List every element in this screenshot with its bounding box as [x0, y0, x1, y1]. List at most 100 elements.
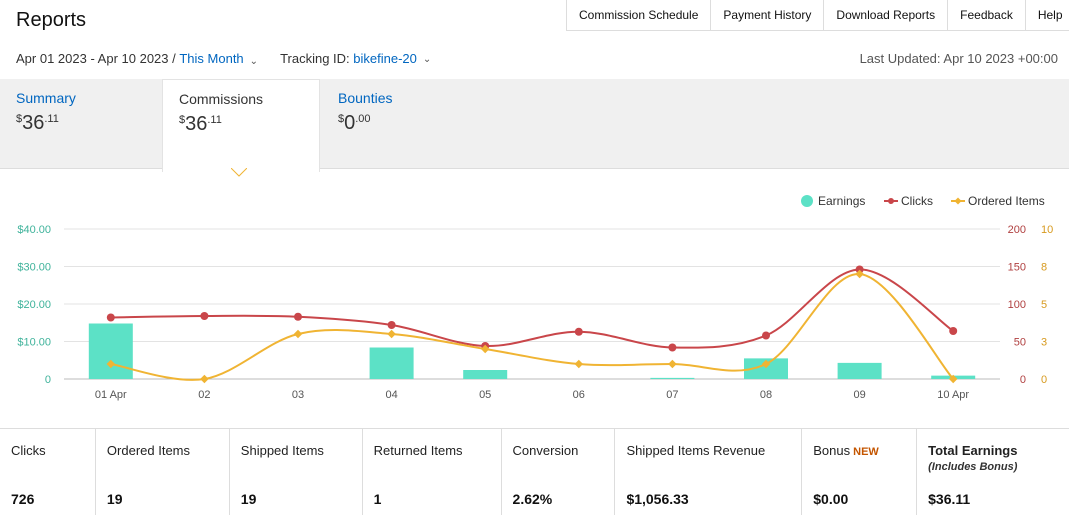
stat-label: Bonus NEW: [813, 443, 879, 458]
y-right-ordered-tick-label: 0: [1041, 374, 1047, 386]
y-right-clicks-tick-label: 200: [1008, 224, 1026, 236]
active-tab-pointer-icon: [231, 168, 247, 177]
y-right-clicks-tick-label: 150: [1008, 262, 1026, 274]
legend-clicks-marker-dot: [888, 198, 894, 204]
earnings-chart: 0$10.00$20.00$30.00$40.00050100150200035…: [17, 194, 1053, 401]
chevron-down-icon: ⌄: [249, 56, 259, 67]
stat-bonus: Bonus NEW $0.00: [802, 429, 918, 515]
stat-clicks: Clicks 726: [0, 429, 96, 515]
stat-total-earnings: Total Earnings (Includes Bonus) $36.11: [917, 429, 1069, 515]
tab-summary[interactable]: Summary $36.11: [0, 79, 160, 169]
date-period-label: This Month: [179, 51, 244, 66]
stat-label: Shipped Items: [240, 443, 324, 458]
legend-earnings-label: Earnings: [818, 194, 865, 208]
y-right-clicks-tick-label: 100: [1008, 299, 1026, 311]
commission-schedule-link[interactable]: Commission Schedule: [567, 0, 712, 30]
x-tick-label: 05: [479, 389, 491, 401]
x-tick-label: 01 Apr: [95, 389, 127, 401]
stat-sub-label: (Includes Bonus): [928, 461, 1018, 473]
summary-stats: Clicks 726 Ordered Items 19 Shipped Item…: [0, 428, 1069, 515]
stat-label: Shipped Items Revenue: [626, 443, 766, 458]
payment-history-link[interactable]: Payment History: [711, 0, 825, 30]
earnings-bar: [650, 377, 695, 379]
last-updated-text: Last Updated: Apr 10 2023 +00:00: [859, 51, 1058, 66]
stat-value: $1,056.33: [626, 491, 689, 507]
tracking-id-label: Tracking ID:: [280, 51, 350, 66]
clicks-point: [855, 265, 864, 274]
y-right-ordered-tick-label: 8: [1041, 262, 1047, 274]
ordered-items-point: [106, 359, 116, 369]
stat-shipped-items: Shipped Items 19: [230, 429, 363, 515]
chevron-down-icon: ⌄: [422, 54, 432, 65]
stat-label: Ordered Items: [106, 443, 191, 458]
stat-value: 19: [240, 491, 257, 507]
tab-summary-amount: $36.11: [16, 112, 59, 134]
clicks-point: [294, 312, 302, 321]
ordered-items-point: [293, 329, 303, 339]
x-tick-label: 06: [573, 389, 585, 401]
stat-value: $0.00: [813, 491, 849, 507]
stat-value: $36.11: [928, 491, 971, 507]
report-filters: Apr 01 2023 - Apr 10 2023 / This Month ⌄ …: [16, 51, 431, 67]
ordered-items-point: [574, 359, 584, 369]
new-badge: NEW: [853, 446, 879, 458]
y-right-clicks-tick-label: 0: [1020, 374, 1026, 386]
stat-label: Clicks: [11, 443, 46, 458]
y-left-tick-label: 0: [45, 374, 51, 386]
tab-summary-label: Summary: [16, 90, 76, 106]
clicks-point: [949, 327, 958, 335]
download-reports-link[interactable]: Download Reports: [824, 0, 949, 30]
y-right-ordered-tick-label: 5: [1041, 299, 1047, 311]
x-tick-label: 02: [198, 389, 210, 401]
date-range-text: Apr 01 2023 - Apr 10 2023 /: [16, 51, 176, 66]
y-left-tick-label: $40.00: [17, 224, 51, 236]
stat-value: 2.62%: [512, 491, 553, 507]
legend-ordered-items-marker-dot: [954, 197, 962, 205]
legend-ordered-items-label: Ordered Items: [968, 194, 1045, 208]
x-tick-label: 04: [385, 389, 397, 401]
ordered-items-point: [761, 359, 771, 369]
stat-label: Returned Items: [373, 443, 463, 458]
report-tabs: Summary $36.11 Commissions $36.11 Bounti…: [0, 79, 1069, 172]
y-right-clicks-tick-label: 50: [1014, 337, 1026, 349]
help-link[interactable]: Help: [1037, 8, 1063, 22]
clicks-point: [106, 313, 115, 322]
clicks-point: [574, 327, 583, 336]
earnings-bar: [744, 358, 788, 379]
tab-commissions[interactable]: Commissions $36.11: [162, 79, 320, 172]
y-left-tick-label: $10.00: [17, 337, 51, 349]
x-tick-label: 03: [292, 389, 304, 401]
top-navigation: Commission Schedule Payment History Down…: [566, 0, 1069, 31]
clicks-point: [387, 321, 396, 329]
clicks-point: [668, 343, 677, 352]
stat-conversion: Conversion 2.62%: [502, 429, 616, 515]
date-period-dropdown[interactable]: This Month ⌄: [179, 51, 259, 67]
ordered-items-line: [110, 272, 954, 381]
page-title: Reports: [16, 9, 87, 31]
stat-shipped-revenue: Shipped Items Revenue $1,056.33: [615, 429, 803, 515]
tab-bounties-amount: $0.00: [338, 112, 371, 134]
stat-value: 19: [106, 491, 123, 507]
stat-value: 1: [373, 491, 382, 507]
feedback-link[interactable]: Feedback: [948, 0, 1026, 30]
y-right-ordered-tick-label: 10: [1041, 224, 1053, 236]
ordered-items-point: [387, 329, 396, 339]
x-tick-label: 09: [853, 389, 865, 401]
ordered-items-point: [480, 344, 490, 354]
clicks-point: [762, 331, 770, 340]
stat-value: 726: [11, 491, 35, 507]
ordered-items-point: [855, 269, 864, 279]
tab-commissions-label: Commissions: [179, 91, 264, 107]
earnings-bar: [837, 362, 882, 379]
stat-returned-items: Returned Items 1: [363, 429, 502, 515]
clicks-line: [110, 268, 954, 349]
legend-clicks-label: Clicks: [901, 194, 933, 208]
tracking-id-dropdown[interactable]: Tracking ID: bikefine-20 ⌄: [280, 51, 431, 66]
y-left-tick-label: $20.00: [17, 299, 51, 311]
stat-label: Conversion: [512, 443, 579, 458]
clicks-point: [200, 312, 209, 320]
earnings-bar: [463, 370, 508, 379]
tab-commissions-amount: $36.11: [179, 113, 222, 135]
tab-bounties[interactable]: Bounties $0.00: [322, 79, 482, 169]
x-tick-label: 07: [666, 389, 678, 401]
